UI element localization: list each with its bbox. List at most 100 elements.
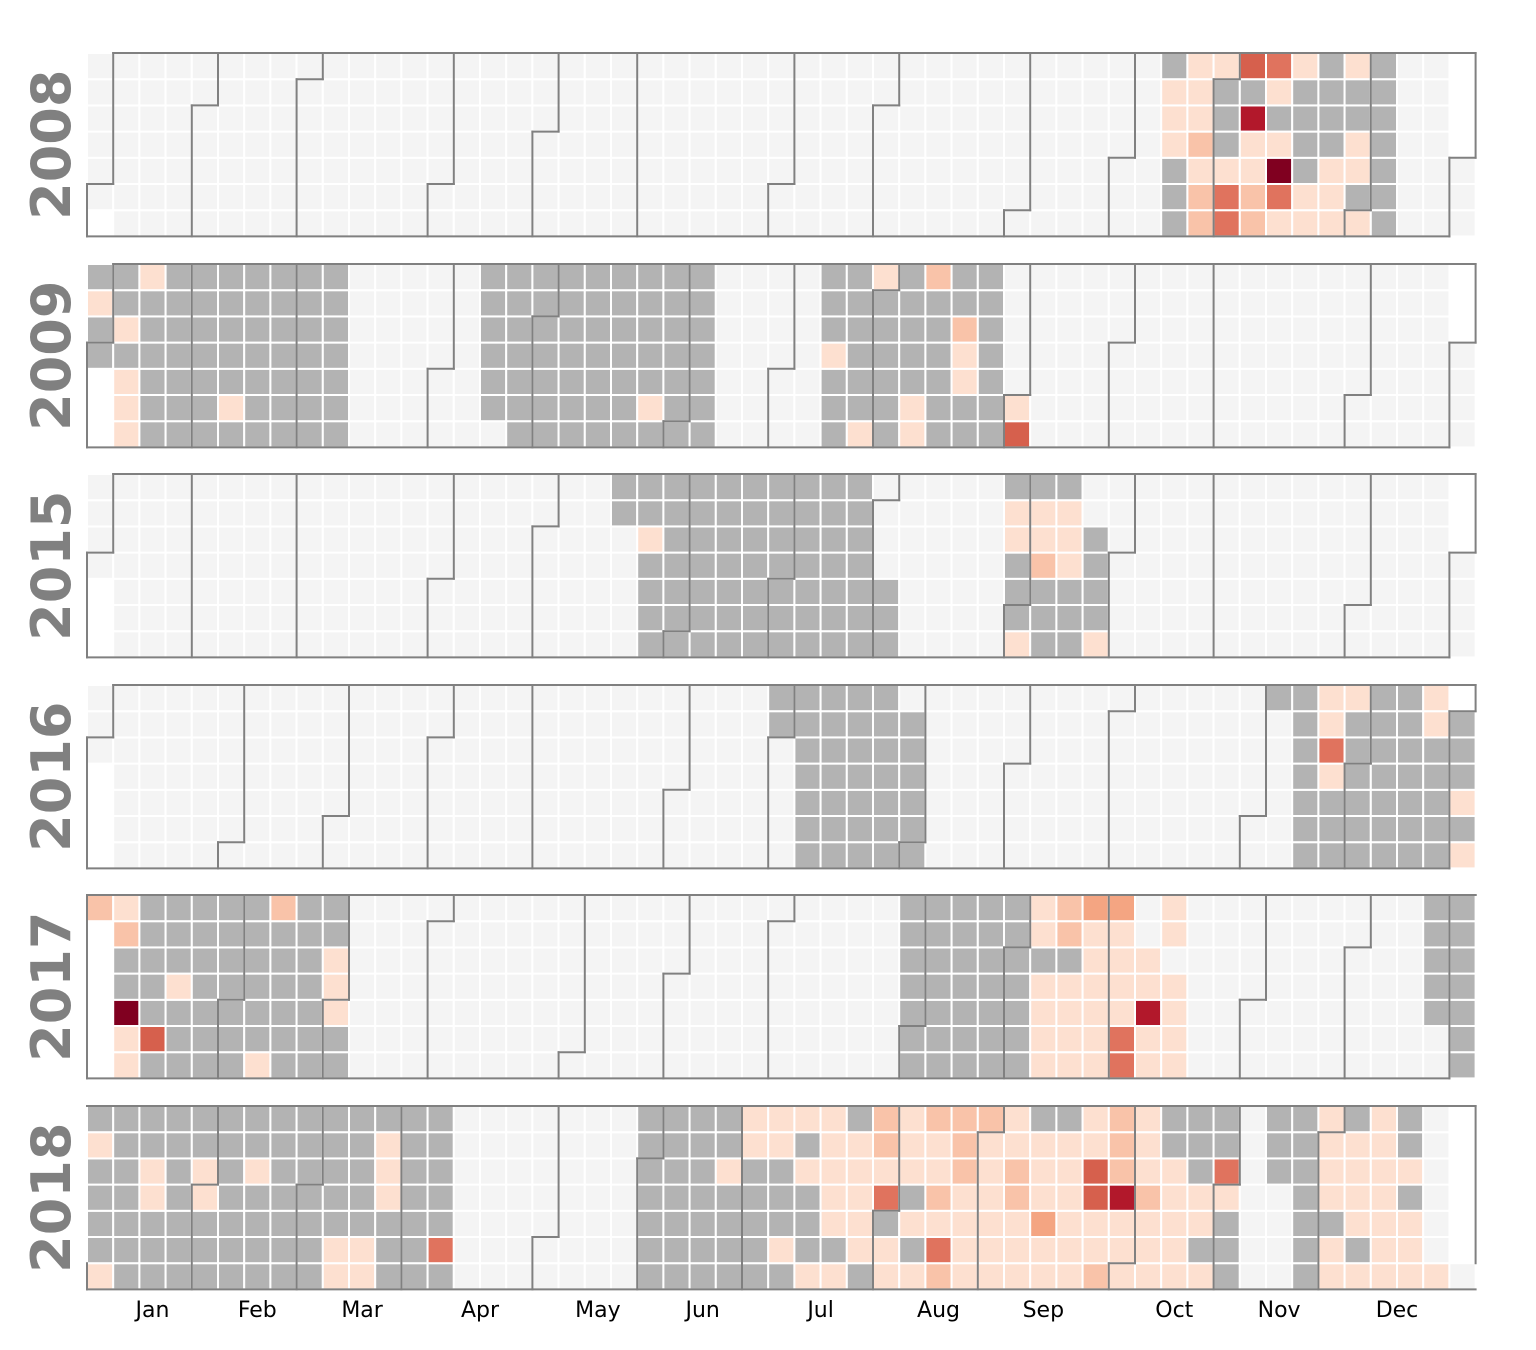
day-cell [243,420,272,449]
day-cell [531,972,560,1001]
day-cell [1265,972,1294,1001]
day-cell [819,577,848,606]
day-cell [138,710,167,739]
day-cell [1265,630,1294,659]
day-cell [1238,473,1268,502]
day-cell [505,815,534,844]
day-cell [164,815,193,844]
day-cell [1186,78,1215,107]
day-cell [636,762,665,791]
day-cell [374,104,403,133]
day-cell [924,762,953,791]
day-cell [1291,130,1320,159]
day-cell [374,209,403,238]
day-cell [1029,104,1058,133]
day-cell [400,1209,429,1239]
day-cell [479,815,508,844]
day-cell [924,841,953,870]
month-tick-label: Sep [1023,1298,1064,1323]
day-cell [86,315,115,344]
day-cell [1448,420,1477,449]
day-cell [1448,815,1477,844]
day-cell [557,183,586,212]
day-cell [217,604,246,633]
day-cell [295,1183,324,1212]
day-cell [86,1183,115,1212]
day-cell [819,420,848,449]
day-cell [1448,367,1477,396]
day-cell [479,946,508,975]
day-cell [872,104,901,133]
day-cell [976,684,1005,713]
day-cell [793,946,822,975]
day-cell [531,577,560,606]
day-cell [1029,684,1058,713]
day-cell [479,762,508,791]
day-cell [1055,577,1084,606]
day-cell [1055,263,1084,292]
day-cell [374,551,403,580]
day-cell [741,52,770,81]
day-cell [164,315,193,344]
day-cell [898,1236,927,1265]
day-cell [1369,499,1399,528]
day-cell [1081,841,1110,870]
day-cell [741,998,770,1027]
day-cell [924,551,953,580]
day-cell [1003,736,1032,765]
day-cell [505,736,534,765]
day-cell [531,1025,560,1054]
day-cell [1186,998,1215,1027]
day-cell [1160,367,1189,396]
day-cell [1343,736,1372,765]
day-cell [1029,1209,1058,1239]
day-cell [321,946,350,975]
day-cell [1238,289,1268,318]
day-cell [426,946,455,975]
day-cell [714,604,743,633]
day-cell [138,367,167,396]
day-cell [976,762,1005,791]
day-cell [452,52,481,81]
day-cell [662,394,691,423]
day-cell [217,1025,246,1054]
day-cell [688,762,717,791]
day-cell [531,394,560,423]
day-cell [86,130,115,159]
day-cell [1369,104,1399,133]
day-cell [217,1131,246,1160]
day-cell [243,367,272,396]
day-cell [1422,762,1451,791]
day-cell [348,1262,377,1291]
day-cell [1291,1105,1320,1134]
day-cell [1055,1236,1084,1265]
day-cell [583,630,612,659]
day-cell [1291,972,1320,1001]
day-cell [610,710,639,739]
day-cell [741,1262,770,1291]
day-cell [1369,710,1399,739]
day-cell [714,762,743,791]
day-cell [217,1051,246,1080]
day-cell [976,998,1005,1027]
day-cell [583,341,612,370]
day-cell [767,998,796,1027]
day-cell [190,894,220,923]
day-cell [924,367,953,396]
day-cell [269,1105,298,1134]
day-cell [557,1262,586,1291]
day-cell [741,577,770,606]
day-cell [1212,156,1241,186]
day-cell [374,473,403,502]
day-cell [1107,1209,1137,1239]
day-cell [452,209,481,238]
day-cell [845,762,874,791]
day-cell [898,684,927,713]
day-cell [505,183,534,212]
day-cell [1134,156,1163,186]
day-cell [1186,289,1215,318]
day-cell [583,710,612,739]
day-cell [819,473,848,502]
day-cell [793,130,822,159]
day-cell [1107,341,1137,370]
